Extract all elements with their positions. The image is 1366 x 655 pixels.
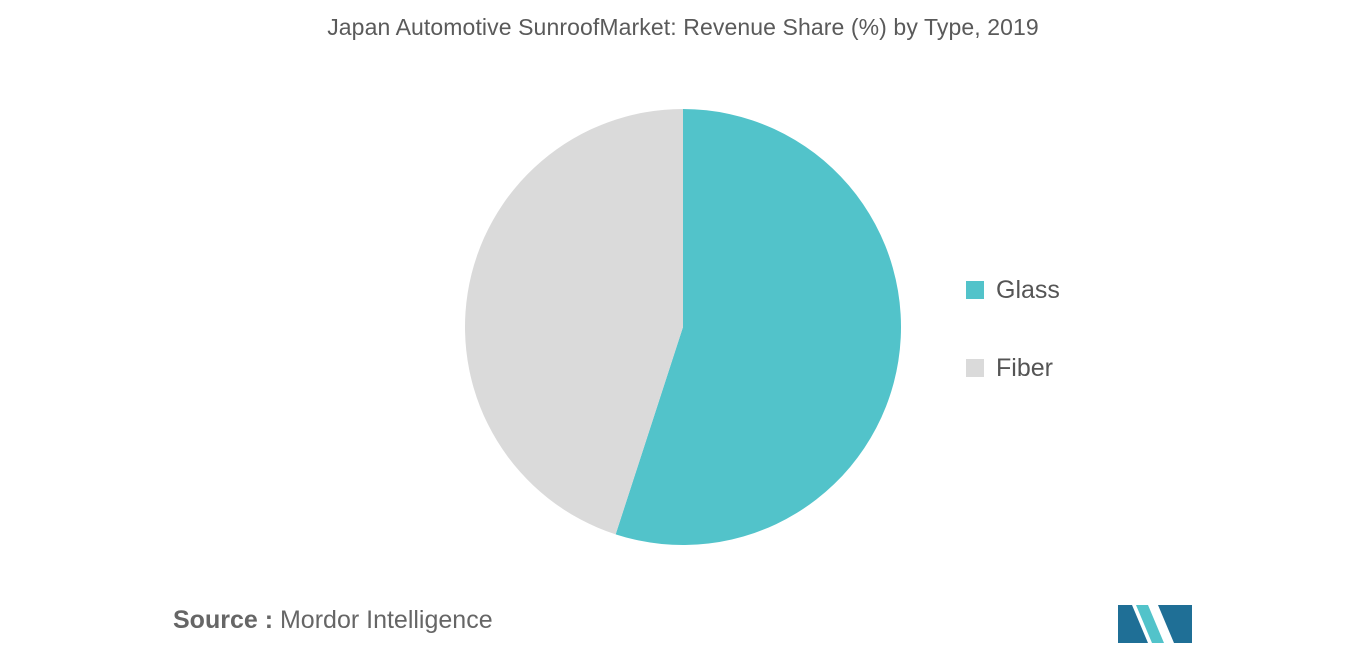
legend-swatch-glass	[966, 281, 984, 299]
legend-swatch-fiber	[966, 359, 984, 377]
pie-slice-glass	[615, 109, 902, 545]
logo-shape-right	[1158, 605, 1192, 643]
logo-shape-left	[1118, 605, 1148, 643]
logo-shape-middle	[1136, 605, 1164, 643]
chart-title: Japan Automotive SunroofMarket: Revenue …	[327, 14, 1039, 40]
source-note: Source : Mordor Intelligence	[173, 606, 493, 635]
legend-item-glass: Glass	[966, 270, 1060, 310]
legend-label-fiber: Fiber	[996, 353, 1053, 382]
source-text: Mordor Intelligence	[279, 606, 493, 634]
legend-label-glass: Glass	[996, 275, 1060, 304]
pie-slice-fiber	[465, 109, 683, 535]
mordor-logo-icon	[1118, 605, 1192, 643]
pie-slices	[465, 109, 902, 545]
source-label: Source :	[173, 606, 274, 634]
legend-item-fiber: Fiber	[966, 348, 1060, 388]
legend: Glass Fiber	[966, 270, 1060, 426]
